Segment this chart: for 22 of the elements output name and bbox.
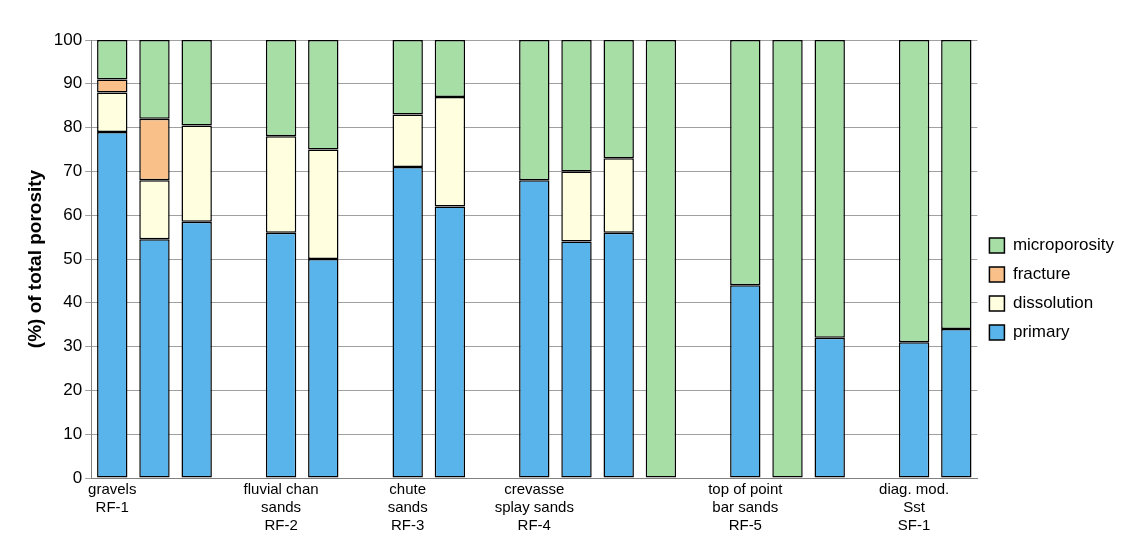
- y-tick-label: 10: [63, 423, 83, 443]
- y-tick-label: 40: [63, 292, 83, 312]
- legend-label: primary: [1012, 322, 1071, 342]
- y-tick-label: 90: [63, 73, 83, 93]
- y-tick-label: 30: [63, 336, 83, 356]
- y-tick-label: 70: [63, 161, 83, 181]
- x-tick-label: crevasse splay sands RF-4: [494, 480, 574, 534]
- x-tick-label: diag. mod. Sst SF-1: [879, 480, 950, 534]
- legend-label: fracture: [1012, 264, 1071, 284]
- y-axis-title: (%) of total porosity: [23, 169, 45, 349]
- x-tick-label: gravels RF-1: [88, 480, 137, 516]
- x-tick-label: chute sands RF-3: [387, 480, 428, 534]
- y-tick-label: 0: [72, 467, 83, 487]
- x-tick-label: top of point bar sands RF-5: [708, 480, 784, 534]
- legend-label: microporosity: [1012, 235, 1115, 255]
- legend-label: dissolution: [1012, 293, 1094, 313]
- y-tick-label: 100: [53, 29, 83, 49]
- x-tick-label: fluvial chan sands RF-2: [243, 480, 319, 534]
- y-tick-label: 20: [63, 380, 83, 400]
- y-tick-label: 80: [63, 117, 83, 137]
- y-tick-label: 50: [63, 248, 83, 268]
- y-tick-label: 60: [63, 204, 83, 224]
